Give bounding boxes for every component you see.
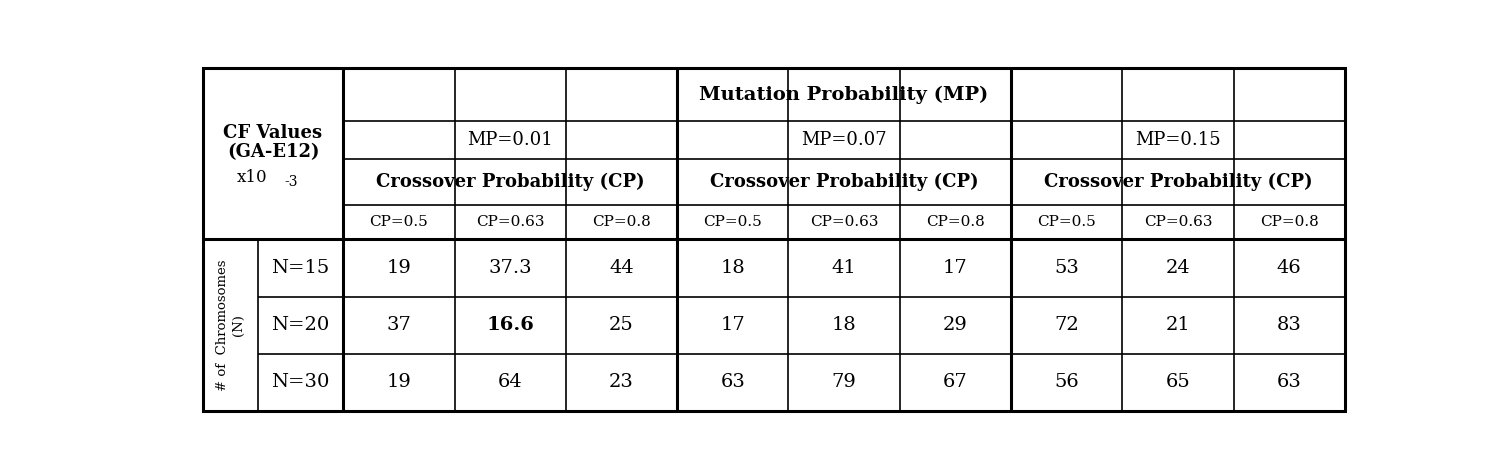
Text: 24: 24 bbox=[1166, 259, 1190, 277]
Text: 41: 41 bbox=[832, 259, 856, 277]
Text: 56: 56 bbox=[1054, 374, 1080, 392]
Text: CP=0.63: CP=0.63 bbox=[1143, 215, 1213, 229]
Text: 65: 65 bbox=[1166, 374, 1190, 392]
Text: 25: 25 bbox=[609, 316, 634, 334]
Text: 72: 72 bbox=[1054, 316, 1080, 334]
Text: 17: 17 bbox=[720, 316, 746, 334]
Text: CP=0.8: CP=0.8 bbox=[926, 215, 985, 229]
Text: 64: 64 bbox=[498, 374, 522, 392]
Text: 19: 19 bbox=[387, 259, 411, 277]
Text: (GA-E12): (GA-E12) bbox=[226, 143, 319, 161]
Text: CP=0.5: CP=0.5 bbox=[1037, 215, 1096, 229]
Text: CF Values: CF Values bbox=[223, 124, 323, 142]
Text: 18: 18 bbox=[832, 316, 856, 334]
Text: CP=0.5: CP=0.5 bbox=[370, 215, 429, 229]
Text: 23: 23 bbox=[609, 374, 634, 392]
Text: Crossover Probability (CP): Crossover Probability (CP) bbox=[376, 173, 645, 191]
Text: CP=0.63: CP=0.63 bbox=[809, 215, 879, 229]
Text: 17: 17 bbox=[944, 259, 968, 277]
Text: MP=0.01: MP=0.01 bbox=[468, 131, 553, 149]
Text: CP=0.5: CP=0.5 bbox=[704, 215, 763, 229]
Text: 19: 19 bbox=[387, 374, 411, 392]
Text: N=20: N=20 bbox=[272, 316, 329, 334]
Text: Crossover Probability (CP): Crossover Probability (CP) bbox=[1043, 173, 1312, 191]
Text: 83: 83 bbox=[1277, 316, 1302, 334]
Text: 63: 63 bbox=[1277, 374, 1302, 392]
Text: N=15: N=15 bbox=[272, 259, 329, 277]
Text: x10: x10 bbox=[237, 169, 267, 186]
Text: CP=0.63: CP=0.63 bbox=[476, 215, 545, 229]
Text: 63: 63 bbox=[720, 374, 746, 392]
Text: 37.3: 37.3 bbox=[488, 259, 532, 277]
Text: Crossover Probability (CP): Crossover Probability (CP) bbox=[710, 173, 978, 191]
Text: # of  Chromosomes
(N): # of Chromosomes (N) bbox=[216, 259, 245, 391]
Text: 67: 67 bbox=[944, 374, 968, 392]
Text: CP=0.8: CP=0.8 bbox=[592, 215, 651, 229]
Text: 21: 21 bbox=[1166, 316, 1190, 334]
Text: MP=0.15: MP=0.15 bbox=[1136, 131, 1220, 149]
Text: MP=0.07: MP=0.07 bbox=[802, 131, 886, 149]
Text: 44: 44 bbox=[609, 259, 634, 277]
Text: 18: 18 bbox=[720, 259, 746, 277]
Text: 37: 37 bbox=[387, 316, 411, 334]
Text: 29: 29 bbox=[942, 316, 968, 334]
Text: CP=0.8: CP=0.8 bbox=[1259, 215, 1318, 229]
Text: 46: 46 bbox=[1277, 259, 1302, 277]
Text: N=30: N=30 bbox=[272, 374, 329, 392]
Text: Mutation Probability (MP): Mutation Probability (MP) bbox=[699, 85, 989, 103]
Text: -3: -3 bbox=[285, 175, 299, 189]
Text: 53: 53 bbox=[1054, 259, 1080, 277]
Text: 79: 79 bbox=[832, 374, 856, 392]
Text: 16.6: 16.6 bbox=[486, 316, 535, 334]
